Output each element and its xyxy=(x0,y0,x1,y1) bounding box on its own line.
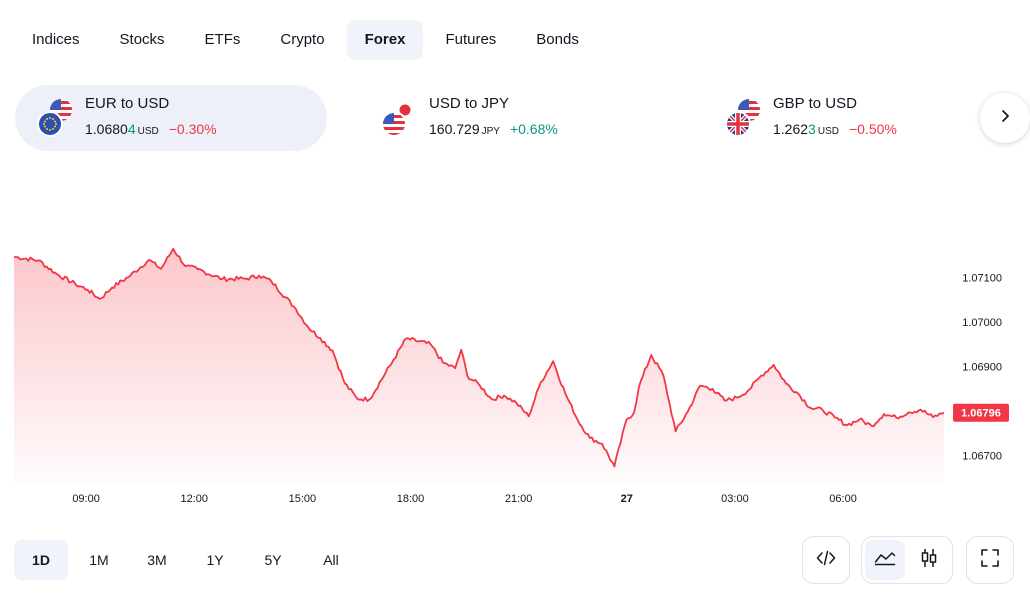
tab-futures[interactable]: Futures xyxy=(445,31,497,48)
candlestick-chart-button[interactable] xyxy=(909,540,949,580)
range-1d[interactable]: 1D xyxy=(14,540,68,580)
range-3m[interactable]: 3M xyxy=(147,552,167,568)
embed-button[interactable] xyxy=(802,536,850,584)
ticker-change: +0.68% xyxy=(509,121,558,137)
market-tabs: Indices Stocks ETFs Crypto Forex Futures… xyxy=(14,20,597,60)
ticker-currency: USD xyxy=(137,126,159,137)
ticker-price-line: 160.729 JPY +0.68% xyxy=(429,121,558,137)
ticker-price: 160.729 xyxy=(429,121,480,137)
range-1m[interactable]: 1M xyxy=(89,552,109,568)
ticker-price-line: 1.06804 USD −0.30% xyxy=(85,121,217,137)
last-price-label: 1.06796 xyxy=(961,408,1001,420)
candlestick-icon xyxy=(920,548,938,573)
ticker-price: 1.0680 xyxy=(85,121,128,137)
y-tick-label: 1.07100 xyxy=(962,273,1002,285)
fullscreen-icon xyxy=(981,548,999,572)
tab-forex[interactable]: Forex xyxy=(346,20,424,60)
us-flag-icon xyxy=(381,111,407,137)
code-icon xyxy=(816,550,836,571)
ticker-eurusd[interactable]: EUR to USD 1.06804 USD −0.30% xyxy=(15,85,327,151)
ticker-name: EUR to USD xyxy=(85,95,170,112)
x-tick-label: 21:00 xyxy=(505,493,533,505)
range-5y[interactable]: 5Y xyxy=(264,552,282,568)
tab-crypto[interactable]: Crypto xyxy=(280,31,325,48)
tab-indices[interactable]: Indices xyxy=(32,31,80,48)
tab-stocks[interactable]: Stocks xyxy=(119,31,165,48)
eu-flag-icon xyxy=(37,111,63,137)
x-tick-label: 03:00 xyxy=(721,493,749,505)
ticker-name: GBP to USD xyxy=(773,95,857,112)
price-area-fill xyxy=(14,248,944,482)
ticker-currency: USD xyxy=(817,126,839,137)
price-chart-svg: 1.07100 1.07000 1.06900 1.06700 09:00 12:00 1… xyxy=(13,247,1009,505)
uk-flag-icon xyxy=(725,111,751,137)
ticker-price-last-digit: 3 xyxy=(808,121,816,137)
x-tick-label: 06:00 xyxy=(829,493,857,505)
ticker-gbpusd[interactable]: GBP to USD 1.2623 USD −0.50% xyxy=(703,85,1015,151)
price-chart[interactable]: 1.07100 1.07000 1.06900 1.06700 09:00 12:00 1… xyxy=(0,170,1030,515)
currency-flags xyxy=(37,99,73,137)
chevron-right-icon xyxy=(998,109,1012,128)
range-all[interactable]: All xyxy=(323,552,339,568)
fullscreen-button[interactable] xyxy=(966,536,1014,584)
tab-etfs[interactable]: ETFs xyxy=(204,31,241,48)
y-tick-label: 1.06900 xyxy=(962,362,1002,374)
y-tick-label: 1.06700 xyxy=(962,450,1002,462)
ticker-change: −0.50% xyxy=(848,121,897,137)
tab-bonds[interactable]: Bonds xyxy=(536,31,579,48)
time-range-selector: 1D 1M 3M 1Y 5Y All xyxy=(14,540,358,580)
currency-flags xyxy=(725,99,761,137)
y-tick-label: 1.07000 xyxy=(962,317,1002,329)
line-chart-icon xyxy=(874,550,896,571)
ticker-price-line: 1.2623 USD −0.50% xyxy=(773,121,897,137)
x-tick-label: 09:00 xyxy=(72,493,100,505)
ticker-usdjpy[interactable]: USD to JPY 160.729 JPY +0.68% xyxy=(359,85,671,151)
range-1y[interactable]: 1Y xyxy=(206,552,224,568)
ticker-name: USD to JPY xyxy=(429,95,510,112)
ticker-currency: JPY xyxy=(481,126,500,137)
ticker-price: 1.262 xyxy=(773,121,809,137)
x-tick-label: 27 xyxy=(621,493,633,505)
ticker-price-last-digit: 4 xyxy=(127,121,136,137)
x-tick-label: 15:00 xyxy=(289,493,317,505)
next-tickers-button[interactable] xyxy=(980,93,1030,143)
ticker-change: −0.30% xyxy=(168,121,217,137)
line-chart-button[interactable] xyxy=(865,540,905,580)
x-tick-label: 18:00 xyxy=(397,493,425,505)
x-tick-label: 12:00 xyxy=(180,493,208,505)
chart-style-group xyxy=(861,536,953,584)
last-price-badge xyxy=(953,403,1009,422)
currency-flags xyxy=(381,99,417,137)
price-line-series xyxy=(13,247,945,468)
